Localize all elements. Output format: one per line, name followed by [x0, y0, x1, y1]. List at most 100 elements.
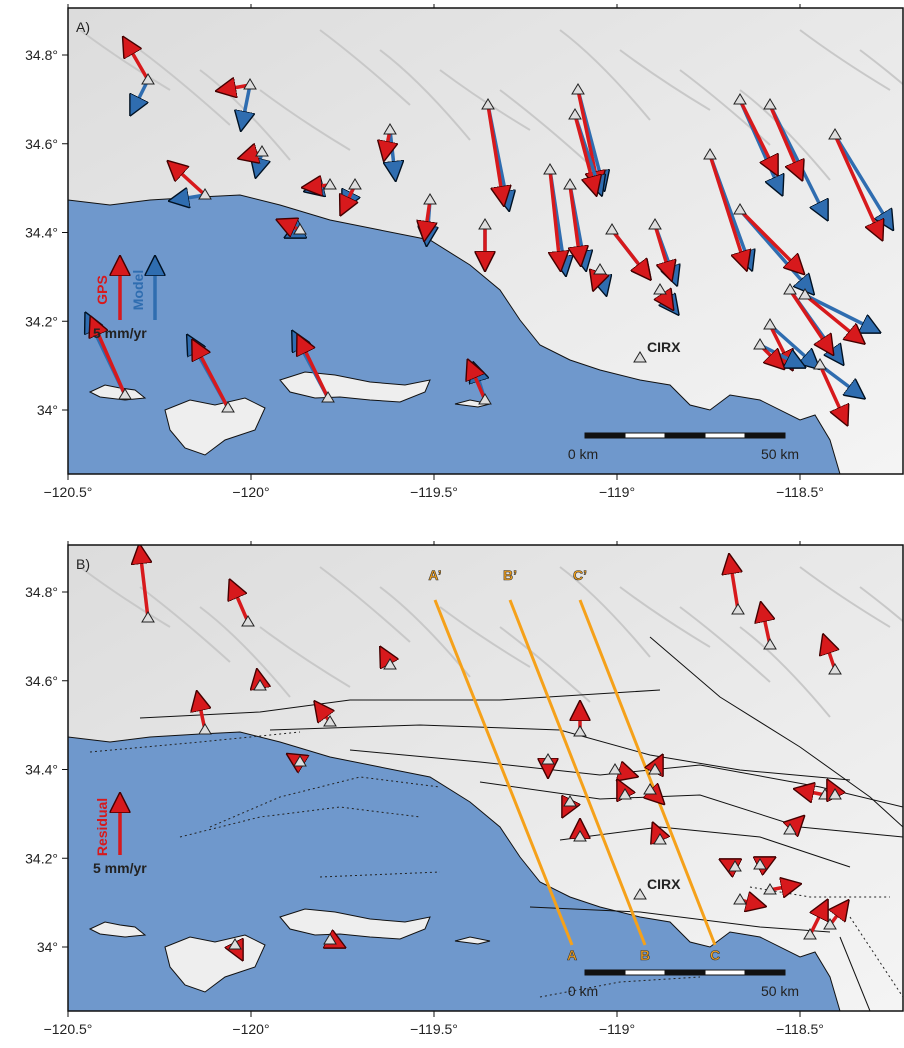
ridge [559, 566, 651, 658]
fault-line [839, 936, 871, 1011]
station-marker [198, 723, 212, 735]
gps-vector [172, 165, 207, 197]
x-tick-label: −119.5° [410, 484, 458, 500]
model-vector [133, 79, 150, 110]
map-area [68, 545, 903, 1011]
gps-vector [762, 608, 770, 646]
station-marker [783, 283, 797, 295]
island [164, 397, 266, 456]
island [88, 384, 147, 401]
x-tick-label: −120° [232, 1021, 269, 1037]
gps-vector [769, 885, 795, 890]
station-marker [633, 888, 647, 900]
map-panel: CIRX 0 km 50 km Residual 5 mm/yr A’ A B’ B C’ C B) −… [25, 541, 904, 1037]
ridge [79, 566, 171, 628]
map-area [68, 8, 903, 474]
y-tick-label: 34.2° [25, 850, 58, 866]
gps-vector [550, 169, 560, 265]
island [454, 936, 491, 945]
profile-start-label: B [640, 947, 650, 963]
station-marker [608, 763, 622, 775]
fault-line [479, 781, 903, 838]
x-tick-label: −119.5° [410, 1021, 458, 1037]
y-tick-label: 34.4° [25, 762, 58, 778]
gps-vector [573, 114, 595, 190]
x-tick-label: −120.5° [44, 484, 93, 500]
ridge [439, 606, 531, 668]
offshore-fault [319, 871, 441, 878]
y-tick-label: 34.4° [25, 225, 58, 241]
offshore-fault [539, 976, 701, 998]
scale-bar-segment [584, 969, 626, 976]
station-marker [763, 318, 777, 330]
gps-vector [232, 585, 250, 623]
model-vector [833, 134, 890, 225]
scale-bar-end: 50 km [761, 983, 799, 999]
y-tick-label: 34.6° [25, 136, 58, 152]
station-marker [383, 658, 397, 670]
ridge [679, 606, 771, 683]
station-marker [243, 78, 257, 90]
station-marker [648, 218, 662, 230]
station-marker [563, 178, 577, 190]
profile-start-label: C [710, 947, 720, 963]
x-tick-label: −118.5° [776, 484, 824, 500]
ocean [68, 731, 841, 1011]
station-marker [783, 823, 797, 835]
station-marker [763, 98, 777, 110]
profile-end-label: B’ [503, 567, 517, 583]
ridge [799, 29, 891, 91]
station-marker [323, 178, 337, 190]
gps-vector [708, 154, 745, 265]
offshore-fault [179, 806, 421, 838]
map-panel: CIRX 0 km 50 km GPS Model 5 mm/yr A) −120.5° −12… [25, 4, 904, 500]
station-marker [753, 858, 767, 870]
station-label: CIRX [647, 339, 681, 355]
scale-bar-segment [584, 432, 626, 439]
panel-label: B) [76, 556, 90, 572]
gps-vector [195, 345, 230, 409]
x-tick-label: −120° [232, 484, 269, 500]
scale-bar-segment [624, 432, 666, 439]
station-marker [323, 715, 337, 727]
station-marker [653, 283, 667, 295]
gps-vector [830, 905, 845, 927]
station-marker [731, 603, 745, 615]
gps-vector [93, 322, 127, 396]
panel-label: A) [76, 19, 90, 35]
gps-vector [738, 208, 800, 270]
model-vector [818, 363, 860, 395]
y-tick-label: 34° [37, 939, 58, 955]
legend-scale: 5 mm/yr [93, 325, 147, 341]
gps-vector [768, 104, 800, 175]
fault-line [649, 636, 903, 828]
model-vector [175, 195, 206, 200]
station-marker [323, 933, 337, 945]
profile-end-label: C’ [573, 567, 587, 583]
x-tick-label: −118.5° [776, 1021, 824, 1037]
gps-vector [788, 289, 830, 350]
station-marker [478, 218, 492, 230]
station-marker [653, 833, 667, 845]
y-tick-label: 34.2° [25, 313, 58, 329]
x-tick-label: −120.5° [44, 1021, 93, 1037]
ridge [259, 89, 351, 151]
ridge [499, 89, 591, 166]
gps-vector [738, 99, 775, 170]
island [279, 908, 431, 940]
station-marker [763, 883, 777, 895]
station-marker [198, 188, 212, 200]
gps-vector [825, 640, 835, 671]
ridge [259, 626, 351, 688]
scale-bar-end: 50 km [761, 446, 799, 462]
fault-line [529, 906, 831, 933]
station-marker [383, 123, 397, 135]
ridge [499, 626, 591, 703]
gps-vector [425, 199, 430, 235]
profile-end-label: A’ [428, 567, 441, 583]
gps-vector [198, 697, 205, 731]
station-marker [813, 358, 827, 370]
gps-vector [470, 365, 487, 401]
ridge [439, 69, 531, 131]
